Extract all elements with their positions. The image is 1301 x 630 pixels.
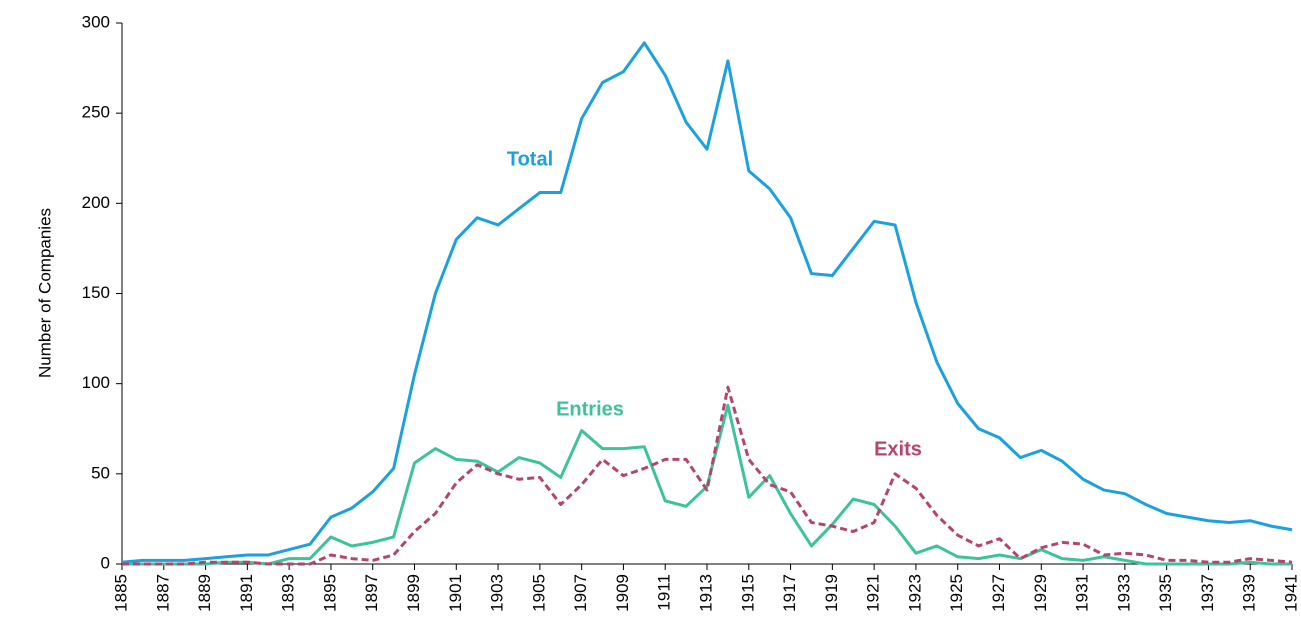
x-tick-label: 1903 <box>488 574 507 612</box>
x-tick-label: 1929 <box>1031 574 1050 612</box>
x-tick-label: 1885 <box>111 574 130 612</box>
x-tick-label: 1937 <box>1198 574 1217 612</box>
y-tick-label: 100 <box>82 373 110 392</box>
x-tick-label: 1897 <box>362 574 381 612</box>
x-tick-label: 1911 <box>655 574 674 611</box>
x-tick-label: 1923 <box>905 574 924 612</box>
y-tick-label: 150 <box>82 283 110 302</box>
x-tick-label: 1933 <box>1114 574 1133 612</box>
x-tick-label: 1901 <box>446 574 465 612</box>
x-tick-label: 1941 <box>1281 574 1300 612</box>
x-tick-label: 1899 <box>404 574 423 612</box>
y-tick-label: 0 <box>101 553 110 572</box>
x-tick-label: 1889 <box>195 574 214 612</box>
x-tick-label: 1909 <box>613 574 632 612</box>
series-label: Exits <box>874 438 922 460</box>
y-tick-label: 300 <box>82 12 110 31</box>
x-tick-label: 1913 <box>696 574 715 612</box>
x-tick-label: 1895 <box>320 574 339 612</box>
series-label: Entries <box>556 398 624 420</box>
x-tick-label: 1927 <box>989 574 1008 612</box>
x-tick-label: 1935 <box>1156 574 1175 612</box>
y-axis-label: Number of Companies <box>35 208 54 378</box>
x-tick-label: 1891 <box>237 574 256 612</box>
x-tick-label: 1931 <box>1073 574 1092 612</box>
y-tick-label: 50 <box>91 463 110 482</box>
x-tick-label: 1915 <box>738 574 757 612</box>
x-tick-label: 1939 <box>1240 574 1259 612</box>
y-tick-label: 200 <box>82 193 110 212</box>
line-2 <box>122 385 1293 566</box>
x-tick-label: 1925 <box>947 574 966 612</box>
line-1 <box>122 403 1292 566</box>
line-0 <box>121 41 1293 564</box>
x-tick-label: 1887 <box>153 574 172 612</box>
y-tick-label: 250 <box>82 103 110 122</box>
x-tick-label: 1905 <box>529 574 548 612</box>
x-tick-label: 1893 <box>279 574 298 612</box>
x-tick-label: 1907 <box>571 574 590 612</box>
series-label: Total <box>507 148 553 170</box>
x-tick-label: 1919 <box>822 574 841 612</box>
x-tick-label: 1917 <box>780 574 799 612</box>
x-tick-label: 1921 <box>864 574 883 612</box>
